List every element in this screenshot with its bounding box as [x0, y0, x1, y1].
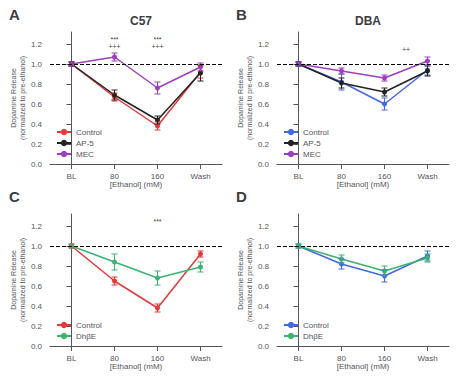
svg-text:0.6: 0.6 — [258, 100, 270, 109]
svg-text:0.8: 0.8 — [31, 80, 43, 89]
svg-text:Dopamine Release: Dopamine Release — [237, 250, 245, 310]
svg-text:0.0: 0.0 — [258, 342, 270, 351]
svg-text:1.0: 1.0 — [258, 60, 270, 69]
svg-text:[Ethanol] (mM): [Ethanol] (mM) — [337, 362, 390, 371]
svg-text:MEC: MEC — [303, 150, 321, 159]
svg-text:0.8: 0.8 — [31, 262, 43, 271]
svg-text:BL: BL — [67, 354, 77, 363]
svg-text:0.6: 0.6 — [31, 100, 43, 109]
svg-text:(normalized to pre-ethanol): (normalized to pre-ethanol) — [246, 56, 254, 140]
svg-text:Wash: Wash — [190, 354, 210, 363]
svg-text:BL: BL — [67, 172, 77, 181]
svg-text:A: A — [9, 6, 20, 23]
svg-text:1.2: 1.2 — [258, 40, 270, 49]
svg-text:0.6: 0.6 — [258, 282, 270, 291]
svg-text:***: *** — [110, 36, 118, 43]
svg-text:++: ++ — [402, 46, 410, 53]
svg-text:Control: Control — [303, 128, 329, 137]
svg-text:0.0: 0.0 — [31, 342, 43, 351]
svg-text:0.0: 0.0 — [258, 160, 270, 169]
svg-text:(normalized to pre-ethanol): (normalized to pre-ethanol) — [19, 238, 27, 322]
svg-text:1.2: 1.2 — [31, 222, 43, 231]
svg-text:0.6: 0.6 — [31, 282, 43, 291]
svg-text:Control: Control — [303, 321, 329, 330]
svg-text:1.0: 1.0 — [31, 60, 43, 69]
svg-text:***: *** — [153, 218, 161, 225]
svg-text:AP-5: AP-5 — [76, 139, 94, 148]
svg-text:DBA: DBA — [355, 14, 381, 28]
svg-text:DhβE: DhβE — [76, 332, 96, 341]
svg-text:Dopamine Release: Dopamine Release — [10, 250, 18, 310]
svg-text:0.4: 0.4 — [31, 120, 43, 129]
svg-text:DhβE: DhβE — [303, 332, 323, 341]
svg-text:0.4: 0.4 — [258, 120, 270, 129]
svg-text:[Ethanol] (mM): [Ethanol] (mM) — [110, 180, 163, 189]
svg-text:BL: BL — [294, 172, 304, 181]
svg-text:1.0: 1.0 — [31, 242, 43, 251]
svg-text:AP-5: AP-5 — [303, 139, 321, 148]
svg-text:160: 160 — [151, 172, 165, 181]
svg-text:1.2: 1.2 — [258, 222, 270, 231]
svg-text:Control: Control — [76, 128, 102, 137]
svg-text:0.8: 0.8 — [258, 80, 270, 89]
svg-text:Wash: Wash — [190, 172, 210, 181]
svg-text:0.4: 0.4 — [31, 302, 43, 311]
svg-text:1.2: 1.2 — [31, 40, 43, 49]
svg-text:160: 160 — [151, 354, 165, 363]
svg-text:C: C — [9, 188, 20, 205]
svg-text:(normalized to pre-ethanol): (normalized to pre-ethanol) — [19, 56, 27, 140]
svg-text:0.2: 0.2 — [31, 140, 43, 149]
svg-text:+++: +++ — [151, 43, 163, 50]
svg-text:C57: C57 — [130, 14, 152, 28]
svg-text:BL: BL — [294, 354, 304, 363]
svg-text:160: 160 — [378, 172, 392, 181]
svg-text:0.0: 0.0 — [31, 160, 43, 169]
svg-text:80: 80 — [337, 354, 346, 363]
svg-text:Wash: Wash — [417, 354, 437, 363]
svg-text:0.2: 0.2 — [258, 322, 270, 331]
svg-text:Dopamine Release: Dopamine Release — [10, 68, 18, 128]
svg-text:80: 80 — [110, 354, 119, 363]
svg-text:1.0: 1.0 — [258, 242, 270, 251]
svg-text:80: 80 — [110, 172, 119, 181]
svg-text:[Ethanol] (mM): [Ethanol] (mM) — [110, 362, 163, 371]
svg-text:0.8: 0.8 — [258, 262, 270, 271]
svg-text:0.4: 0.4 — [258, 302, 270, 311]
svg-text:D: D — [236, 188, 247, 205]
svg-text:***: *** — [153, 36, 161, 43]
svg-text:B: B — [236, 6, 247, 23]
svg-text:0.2: 0.2 — [258, 140, 270, 149]
svg-text:MEC: MEC — [76, 150, 94, 159]
svg-text:+++: +++ — [108, 43, 120, 50]
svg-text:80: 80 — [337, 172, 346, 181]
svg-text:Dopamine Release: Dopamine Release — [237, 68, 245, 128]
svg-text:Wash: Wash — [417, 172, 437, 181]
svg-text:[Ethanol] (mM): [Ethanol] (mM) — [337, 180, 390, 189]
svg-text:0.2: 0.2 — [31, 322, 43, 331]
svg-text:160: 160 — [378, 354, 392, 363]
svg-text:(normalized to pre-ethanol): (normalized to pre-ethanol) — [246, 238, 254, 322]
svg-text:Control: Control — [76, 321, 102, 330]
